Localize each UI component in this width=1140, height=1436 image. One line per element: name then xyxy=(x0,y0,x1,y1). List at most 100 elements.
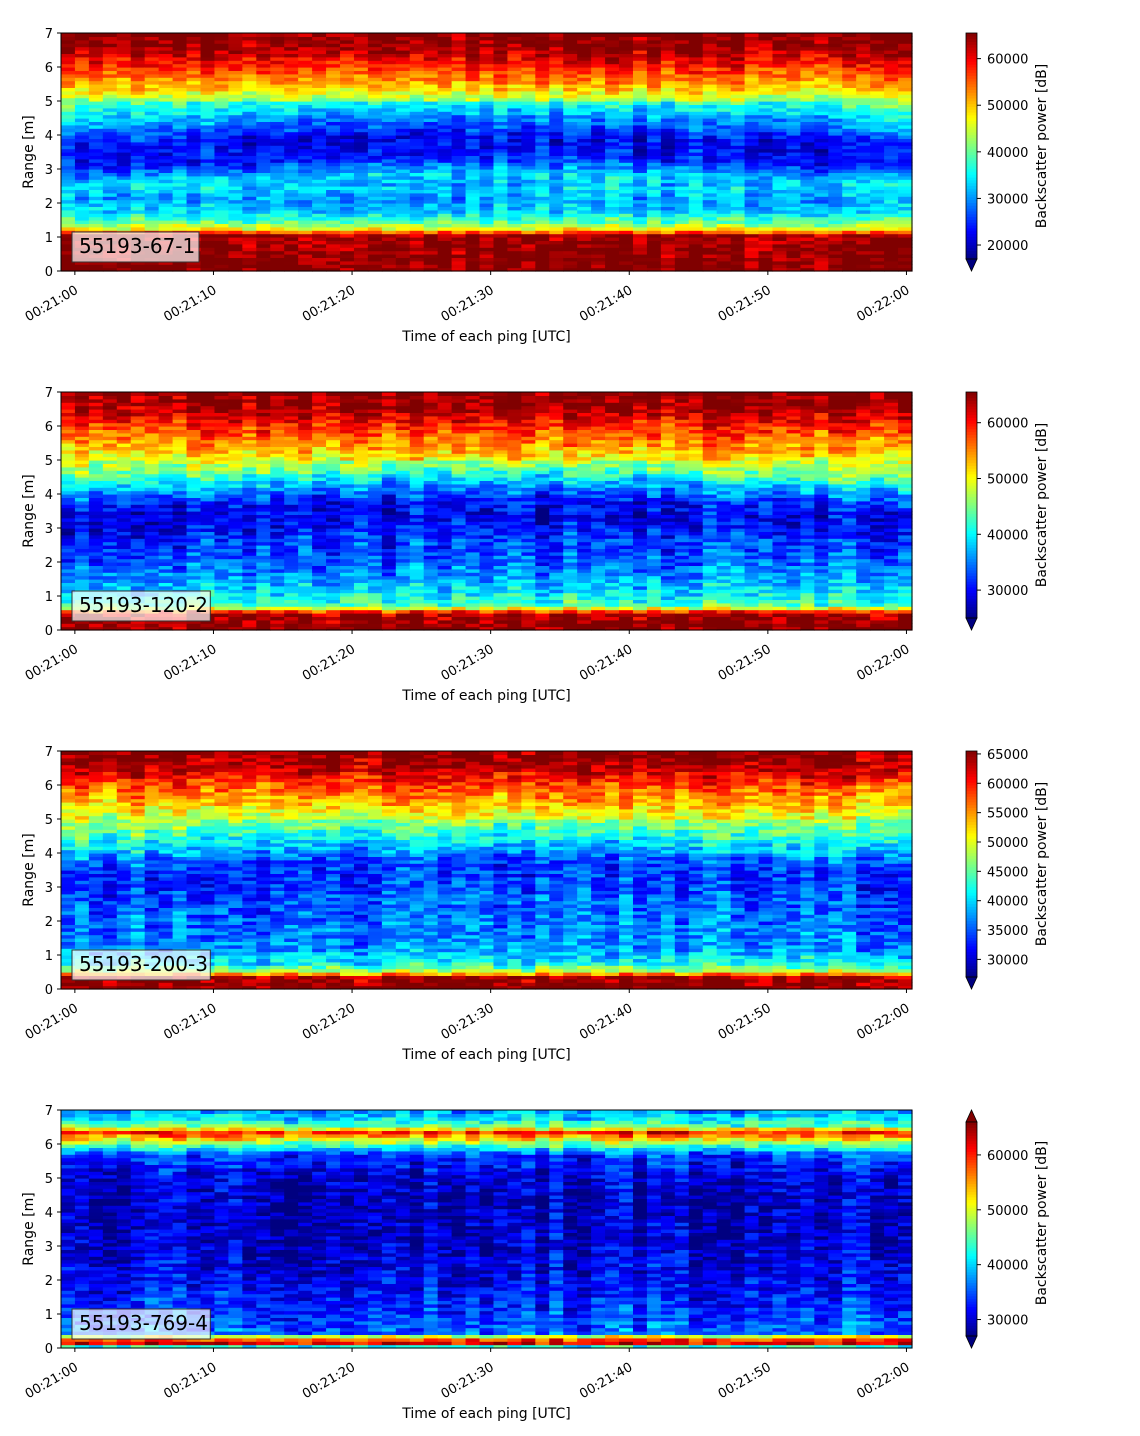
heatmap-cell xyxy=(256,169,271,173)
heatmap-cell xyxy=(688,199,704,204)
heatmap-cell xyxy=(395,141,411,146)
heatmap-cell xyxy=(158,46,174,51)
heatmap-cell xyxy=(186,209,202,214)
heatmap-cell xyxy=(144,87,160,92)
heatmap-cell xyxy=(172,216,188,221)
heatmap-cell xyxy=(479,209,495,214)
heatmap-cell xyxy=(144,53,160,58)
heatmap-cell xyxy=(465,192,481,197)
heatmap-cell xyxy=(256,97,271,102)
heatmap-cell xyxy=(144,267,160,272)
heatmap-cell xyxy=(242,148,257,153)
heatmap-cell xyxy=(312,240,327,245)
heatmap-cell xyxy=(130,43,146,48)
heatmap-cell xyxy=(116,90,132,95)
heatmap-cell xyxy=(423,226,439,231)
heatmap-cell xyxy=(200,97,216,102)
heatmap-cell xyxy=(800,243,815,248)
heatmap-cell xyxy=(409,148,425,153)
heatmap-cell xyxy=(284,46,299,51)
heatmap-cell xyxy=(172,213,188,218)
heatmap-cell xyxy=(312,175,327,180)
heatmap-cell xyxy=(88,118,104,122)
heatmap-cell xyxy=(214,94,230,99)
heatmap-cell xyxy=(242,43,257,48)
heatmap-cell xyxy=(716,33,732,37)
heatmap-cell xyxy=(326,226,341,231)
heatmap-cell xyxy=(493,141,509,146)
heatmap-cell xyxy=(479,175,495,180)
heatmap-cell xyxy=(688,175,704,180)
heatmap-cell xyxy=(312,189,327,194)
heatmap-cell xyxy=(200,118,216,122)
heatmap-cell xyxy=(270,199,285,204)
heatmap-cell xyxy=(591,209,606,214)
heatmap-cell xyxy=(381,165,397,170)
heatmap-cell xyxy=(186,70,202,75)
heatmap-cell xyxy=(256,260,271,265)
y-tick-label: 5 xyxy=(45,95,53,110)
heatmap-cell xyxy=(228,199,243,204)
heatmap-cell xyxy=(284,179,299,184)
heatmap-cells xyxy=(61,33,913,272)
heatmap-cell xyxy=(423,182,439,187)
heatmap-cell xyxy=(116,470,132,475)
heatmap-cell xyxy=(88,165,104,170)
heatmap-cell xyxy=(242,107,257,112)
heatmap-cell xyxy=(158,131,174,136)
heatmap-cell xyxy=(605,182,620,187)
heatmap-cell xyxy=(521,33,536,37)
heatmap-cell xyxy=(451,216,467,221)
heatmap-cell xyxy=(158,90,174,95)
heatmap-cell xyxy=(242,182,257,187)
heatmap-cell xyxy=(214,46,230,51)
heatmap-cell xyxy=(256,220,271,224)
heatmap-cell xyxy=(88,70,104,75)
heatmap-cell xyxy=(284,39,299,44)
heatmap-cell xyxy=(242,169,257,173)
heatmap-cell xyxy=(88,203,104,207)
heatmap-cell xyxy=(74,67,90,71)
heatmap-cell xyxy=(284,60,299,65)
heatmap-cell xyxy=(884,243,899,248)
heatmap-cell xyxy=(298,199,313,204)
heatmap-cell xyxy=(228,70,243,75)
heatmap-cell xyxy=(298,73,313,78)
heatmap-cell xyxy=(130,199,146,204)
heatmap-cell xyxy=(88,470,104,475)
heatmap-cell xyxy=(270,131,285,136)
heatmap-cell xyxy=(228,165,243,170)
heatmap-cell xyxy=(214,73,230,78)
heatmap-cell xyxy=(451,165,467,170)
heatmap-cell xyxy=(632,131,648,136)
heatmap-cell xyxy=(130,436,146,441)
heatmap-cell xyxy=(619,226,634,231)
heatmap-cell xyxy=(744,131,760,136)
heatmap-cell xyxy=(214,186,230,190)
heatmap-cell xyxy=(61,152,76,156)
heatmap-cell xyxy=(786,175,801,180)
heatmap-cell xyxy=(158,80,174,85)
heatmap-cell xyxy=(284,43,299,48)
heatmap-cell xyxy=(632,243,648,248)
heatmap-cell xyxy=(88,182,104,187)
heatmap-cell xyxy=(256,80,271,85)
heatmap-cell xyxy=(186,124,202,129)
heatmap-cell xyxy=(242,192,257,197)
heatmap-cell xyxy=(172,87,188,92)
heatmap-cell xyxy=(744,141,760,146)
heatmap-cell xyxy=(102,131,118,136)
heatmap-cell xyxy=(186,39,202,44)
heatmap-cell xyxy=(298,247,313,252)
heatmap-cell xyxy=(200,165,216,170)
heatmap-cell xyxy=(660,226,676,231)
heatmap-cell xyxy=(270,107,285,112)
heatmap-cell xyxy=(256,131,271,136)
heatmap-cell xyxy=(200,138,216,143)
x-tick-label: 00:21:20 xyxy=(300,283,358,325)
heatmap-cell xyxy=(270,206,285,211)
heatmap-cell xyxy=(242,209,257,214)
heatmap-cell xyxy=(130,148,146,153)
